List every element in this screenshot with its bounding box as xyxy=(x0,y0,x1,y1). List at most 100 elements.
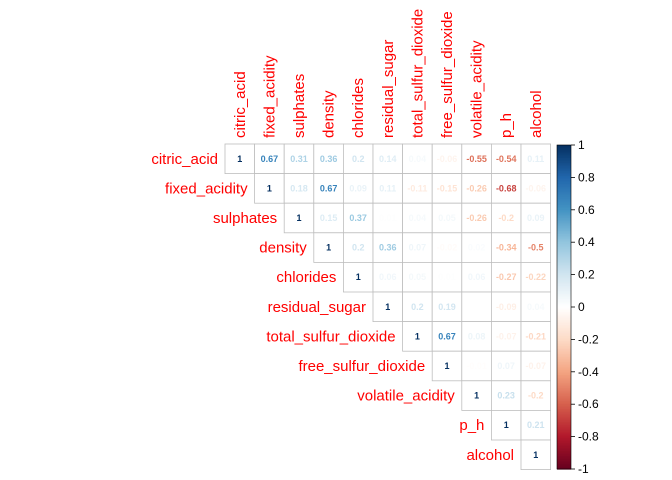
colorbar-segment xyxy=(557,284,571,287)
colorbar-segment xyxy=(557,383,571,386)
cell-value: 0 xyxy=(474,302,479,312)
colorbar-segment xyxy=(557,311,571,315)
colorbar-segment xyxy=(557,248,571,251)
column-label: fixed_acidity xyxy=(261,55,278,138)
matrix-cell xyxy=(520,350,552,382)
colorbar-segment xyxy=(557,462,571,465)
cell-value: -0.26 xyxy=(466,213,487,223)
cell-value: 0.06 xyxy=(379,272,397,282)
cell-value: 1 xyxy=(444,361,449,371)
colorbar-segment xyxy=(557,302,571,305)
colorbar-segment xyxy=(557,420,571,423)
cell-value: -0.06 xyxy=(437,154,458,164)
colorbar-segment xyxy=(557,426,571,430)
colorbar-segment xyxy=(557,151,571,154)
cell-value: 0.04 xyxy=(409,154,427,164)
colorbar-segment xyxy=(557,264,571,268)
cell-value: 0.06 xyxy=(468,272,486,282)
cell-value: 0.19 xyxy=(438,302,456,312)
colorbar-segment xyxy=(557,271,571,274)
colorbar-segment xyxy=(557,193,571,196)
colorbar-segment xyxy=(557,203,571,206)
cell-value: 0.09 xyxy=(349,183,367,193)
colorbar-segment xyxy=(557,279,571,282)
colorbar-segment xyxy=(557,221,571,224)
colorbar-segment xyxy=(557,417,571,420)
matrix-cell xyxy=(490,321,522,352)
cell-value: -0.02 xyxy=(437,243,458,253)
colorbar-segment xyxy=(557,439,571,443)
colorbar-segment xyxy=(557,431,571,434)
cell-value: -0.2 xyxy=(498,213,514,223)
colorbar-tick-label: 0.2 xyxy=(578,268,595,282)
colorbar-segment xyxy=(557,277,571,281)
column-label: chlorides xyxy=(350,78,367,138)
colorbar-segment xyxy=(557,342,571,345)
colorbar-segment xyxy=(557,255,571,258)
colorbar-segment xyxy=(557,149,571,153)
colorbar-segment xyxy=(557,289,571,292)
colorbar-segment xyxy=(557,196,571,200)
cell-value: -0.34 xyxy=(496,243,517,253)
cell-value: 0.67 xyxy=(320,183,338,193)
matrix-cell xyxy=(402,173,433,204)
column-label: citric_acid xyxy=(232,71,249,138)
matrix-cell xyxy=(372,291,404,323)
colorbar-segment xyxy=(557,371,571,375)
colorbar-segment xyxy=(557,295,571,298)
colorbar-segment xyxy=(557,303,571,306)
matrix-cell xyxy=(520,173,552,204)
colorbar-segment xyxy=(557,226,571,229)
colorbar-segment xyxy=(557,253,571,256)
colorbar-segment xyxy=(557,363,571,366)
colorbar-segment xyxy=(557,360,571,363)
colorbar-segment xyxy=(557,187,571,190)
colorbar-segment xyxy=(557,447,571,451)
colorbar-segment xyxy=(557,425,571,428)
colorbar-segment xyxy=(557,174,571,177)
colorbar-segment xyxy=(557,247,571,250)
colorbar-segment xyxy=(557,285,571,289)
cell-value: 0.05 xyxy=(409,272,427,282)
matrix-cell xyxy=(520,261,552,293)
colorbar-segment xyxy=(557,297,571,300)
colorbar-segment xyxy=(557,381,571,384)
colorbar-segment xyxy=(557,428,571,431)
matrix-cell xyxy=(402,261,433,293)
colorbar-segment xyxy=(557,153,571,156)
cell-value: 0.2 xyxy=(411,302,424,312)
colorbar-segment xyxy=(557,464,571,467)
colorbar-segment xyxy=(557,185,571,188)
matrix-cell xyxy=(431,173,463,204)
colorbar-segment xyxy=(557,169,571,172)
colorbar-segment xyxy=(557,321,571,324)
column-label: alcohol xyxy=(528,90,545,138)
colorbar-segment xyxy=(557,148,571,151)
colorbar-segment xyxy=(557,167,571,170)
colorbar-segment xyxy=(557,328,571,331)
colorbar-segment xyxy=(557,272,571,276)
colorbar-segment xyxy=(557,200,571,203)
colorbar-segment xyxy=(557,170,571,174)
column-label: total_sulfur_dioxide xyxy=(409,9,426,138)
cell-value: -0.01 xyxy=(466,361,487,371)
colorbar-segment xyxy=(557,336,571,339)
cell-value: 0.02 xyxy=(468,243,486,253)
cell-value: 1 xyxy=(267,183,272,193)
colorbar-segment xyxy=(557,331,571,334)
cell-value: -0.68 xyxy=(496,183,517,193)
colorbar-segment xyxy=(557,438,571,441)
colorbar-segment xyxy=(557,418,571,421)
matrix-cell xyxy=(254,173,285,204)
colorbar-segment xyxy=(557,402,571,405)
cell-value: -0.15 xyxy=(437,183,458,193)
row-label: fixed_acidity xyxy=(165,180,248,197)
colorbar-segment xyxy=(557,216,571,219)
row-label: sulphates xyxy=(213,210,277,227)
colorbar-segment xyxy=(557,415,571,418)
colorbar-segment xyxy=(557,292,571,295)
cell-value: 0.2 xyxy=(352,154,365,164)
colorbar-segment xyxy=(557,324,571,328)
row-labels: citric_acid fixed_acidity sulphates density… xyxy=(151,151,514,464)
cell-value: -0.54 xyxy=(496,154,517,164)
